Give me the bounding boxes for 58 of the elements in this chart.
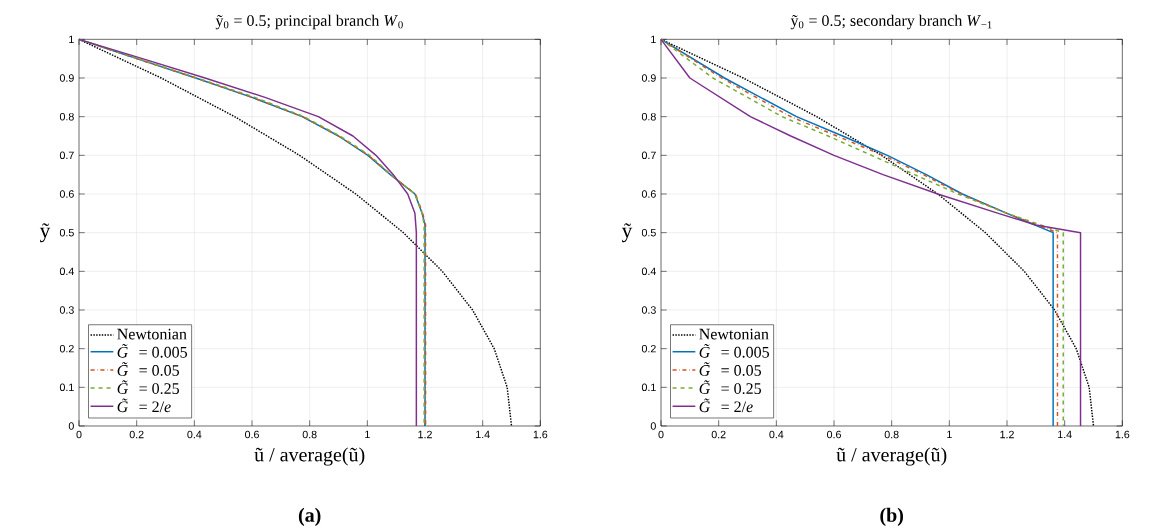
y-tick-label: 0.7 <box>641 151 656 159</box>
x-tick-label: 1.4 <box>1058 430 1072 438</box>
legend-label: G̃ = 0.25 <box>699 380 762 394</box>
y-tick-label: 0.4 <box>641 267 656 275</box>
x-tick-label: 0.2 <box>711 430 726 439</box>
y-tick-label: 0.5 <box>59 228 74 237</box>
y-tick-label: 0.3 <box>59 306 74 314</box>
x-tick-label: 1.2 <box>418 430 432 438</box>
y-tick-label: 1 <box>651 35 656 43</box>
y-axis-title: ỹ <box>39 223 51 242</box>
y-tick-label: 0.4 <box>59 267 74 275</box>
y-tick-label: 0.1 <box>641 383 656 391</box>
x-axis-title: ũ / average(ũ) <box>254 447 365 466</box>
legend-label: G̃ = 0.05 <box>117 361 180 376</box>
legend-label: G̃ = 0.005 <box>699 343 770 358</box>
legend-label: G̃ = 2/e <box>117 398 171 412</box>
x-tick-label: 0.6 <box>245 430 259 439</box>
x-tick-label: 1.4 <box>476 430 490 438</box>
x-tick-label: 1 <box>947 430 952 438</box>
y-tick-label: 0.6 <box>59 190 74 198</box>
x-tick-label: 0.8 <box>302 430 317 439</box>
y-tick-label: 0 <box>650 422 656 430</box>
y-tick-label: 0 <box>68 422 74 430</box>
text: (a) <box>298 507 321 526</box>
y-tick-label: 0.2 <box>59 344 74 353</box>
y-tick-label: 0.3 <box>641 306 656 314</box>
legend-label: G̃ = 0.25 <box>117 380 180 394</box>
x-tick-label: 1.6 <box>533 430 548 439</box>
legend-label: G̃ = 0.005 <box>117 343 188 358</box>
y-tick-label: 0.7 <box>59 151 74 159</box>
x-tick-label: 0.4 <box>769 430 784 439</box>
x-tick-label: 0 <box>76 430 82 439</box>
y-tick-label: 0.9 <box>641 74 656 82</box>
y-tick-label: 1 <box>69 35 74 43</box>
x-tick-label: 0 <box>658 430 664 439</box>
chart-title: ỹ$_{0}$ = 0.5; principal branch W$_{0}$ <box>215 14 403 30</box>
y-tick-label: 0.8 <box>641 112 656 121</box>
x-tick-label: 0.6 <box>827 430 841 439</box>
y-tick-label: 0.1 <box>59 383 74 391</box>
x-axis-title: ũ / average(ũ) <box>836 447 947 466</box>
legend-label: G̃ = 2/e <box>699 398 753 412</box>
y-tick-label: 0.8 <box>59 112 74 121</box>
text: (b) <box>880 507 904 526</box>
x-tick-label: 1 <box>365 430 370 438</box>
x-tick-label: 0.4 <box>187 430 202 439</box>
y-tick-label: 0.5 <box>641 228 656 237</box>
x-tick-label: 0.2 <box>129 430 144 439</box>
x-tick-label: 1.6 <box>1115 430 1130 439</box>
legend-label: Newtonian <box>117 328 187 340</box>
x-tick-label: 1.2 <box>1000 430 1014 438</box>
legend-label: G̃ = 0.05 <box>699 361 762 376</box>
chart-title: ỹ$_{0}$ = 0.5; secondary branch W$_{−1}$ <box>790 14 992 30</box>
legend-label: Newtonian <box>699 328 769 340</box>
y-tick-label: 0.2 <box>641 344 656 353</box>
y-tick-label: 0.9 <box>59 74 74 82</box>
y-tick-label: 0.6 <box>641 190 656 198</box>
y-axis-title: ỹ <box>621 223 633 242</box>
x-tick-label: 0.8 <box>884 430 899 439</box>
